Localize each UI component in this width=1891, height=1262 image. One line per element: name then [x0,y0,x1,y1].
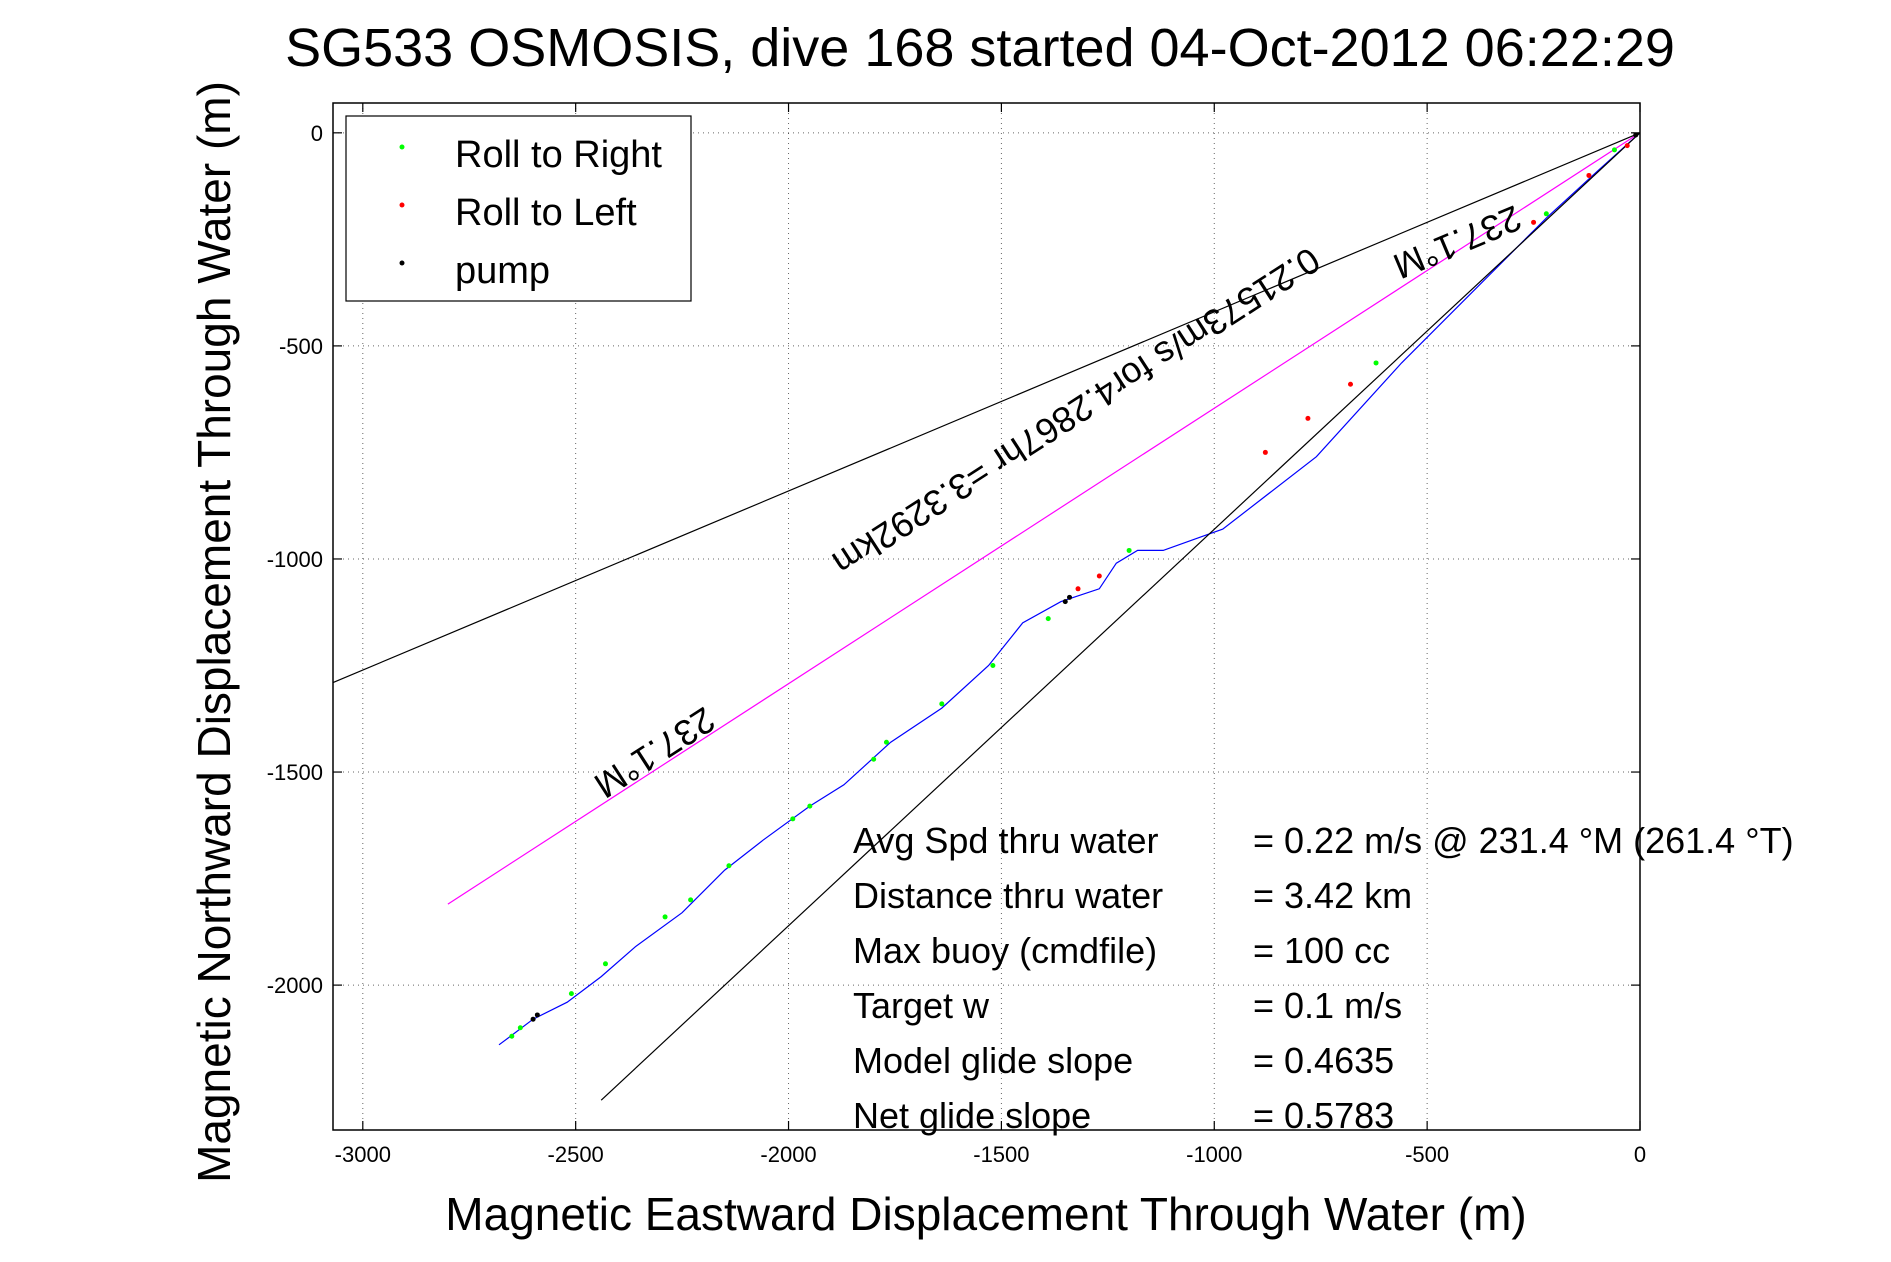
stat-label: Distance thru water [853,875,1163,916]
stat-value: = 0.5783 [1253,1095,1394,1136]
pump-point [1633,132,1639,138]
roll-to-left-point [1348,381,1354,387]
legend-marker [399,144,405,150]
dive-statistics: Avg Spd thru water = 0.22 m/s @ 231.4 °M … [853,820,1794,1136]
y-tick-label: -1000 [267,547,323,572]
stat-value: = 0.22 m/s @ 231.4 °M (261.4 °T) [1253,820,1794,861]
heading-237-1-m-line [447,132,1641,905]
roll-to-left-point [1624,143,1630,149]
roll-to-right-point [568,991,574,997]
roll-to-right-point [1373,360,1379,366]
roll-to-right-point [871,756,877,762]
stat-label: Model glide slope [853,1040,1133,1081]
roll-to-right-point [1543,211,1549,217]
legend-entry-label: pump [455,250,550,292]
roll-to-right-point [602,961,608,967]
y-tick-label: -2000 [267,973,323,998]
legend: Roll to Right Roll to Left pump [345,115,692,302]
x-axis-label: Magnetic Eastward Displacement Through W… [445,1188,1526,1240]
lower-bound-line [600,132,1641,1101]
roll-to-right-point [883,739,889,745]
x-tick-label: -2500 [548,1142,604,1167]
legend-entry-label: Roll to Right [455,134,662,176]
upper-bound-line [332,132,1641,684]
stat-value: = 0.4635 [1253,1040,1394,1081]
stat-label: Max buoy (cmdfile) [853,930,1157,971]
roll-to-right-point [1611,147,1617,153]
pump-point [530,1016,536,1022]
pump-point [1062,599,1068,605]
roll-to-right-point [688,897,694,903]
stat-label: Target w [853,985,990,1026]
y-tick-label: 0 [311,121,323,146]
legend-entry-label: Roll to Left [455,192,637,234]
y-axis-label: Magnetic Northward Displacement Through … [188,81,240,1183]
grid-lines [333,103,1640,1130]
stat-label: Net glide slope [853,1095,1091,1136]
pump-point [534,1012,540,1018]
y-tick-label: -1500 [267,760,323,785]
marker-points [509,132,1639,1039]
plot-frame [332,102,1641,1131]
x-tick-label: -1000 [1186,1142,1242,1167]
pump-point [1067,594,1073,600]
chart-title: SG533 OSMOSIS, dive 168 started 04-Oct-2… [285,18,1675,78]
x-tick-label: -500 [1405,1142,1449,1167]
axis-ticks: -3000 -2500 -2000 -1500 -1000 -500 0 0 -500 -1000… [267,103,1646,1167]
stat-label: Avg Spd thru water [853,820,1159,861]
track-line [498,132,1641,1046]
roll-to-right-point [790,816,796,822]
roll-to-left-point [1262,449,1268,455]
roll-to-left-point [1075,586,1081,592]
roll-to-left-point [1531,219,1537,225]
roll-to-right-point [807,803,813,809]
x-tick-label: -1500 [973,1142,1029,1167]
roll-to-right-point [517,1025,523,1031]
roll-to-right-point [1045,616,1051,622]
series-lines [332,132,1641,1101]
x-tick-label: -3000 [335,1142,391,1167]
roll-to-right-point [662,914,668,920]
x-tick-label: 0 [1634,1142,1646,1167]
roll-to-right-point [990,663,996,669]
x-tick-label: -2000 [760,1142,816,1167]
roll-to-left-point [1586,172,1592,178]
stat-value: = 3.42 km [1253,875,1412,916]
roll-to-right-point [1126,547,1132,553]
roll-to-right-point [509,1033,515,1039]
stat-value: = 0.1 m/s [1253,985,1402,1026]
roll-to-right-point [726,863,732,869]
roll-to-left-point [1305,415,1311,421]
roll-to-right-point [939,701,945,707]
stat-value: = 100 cc [1253,930,1390,971]
y-tick-label: -500 [279,334,323,359]
roll-to-left-point [1096,573,1102,579]
legend-marker [399,202,405,208]
legend-marker [399,260,405,266]
